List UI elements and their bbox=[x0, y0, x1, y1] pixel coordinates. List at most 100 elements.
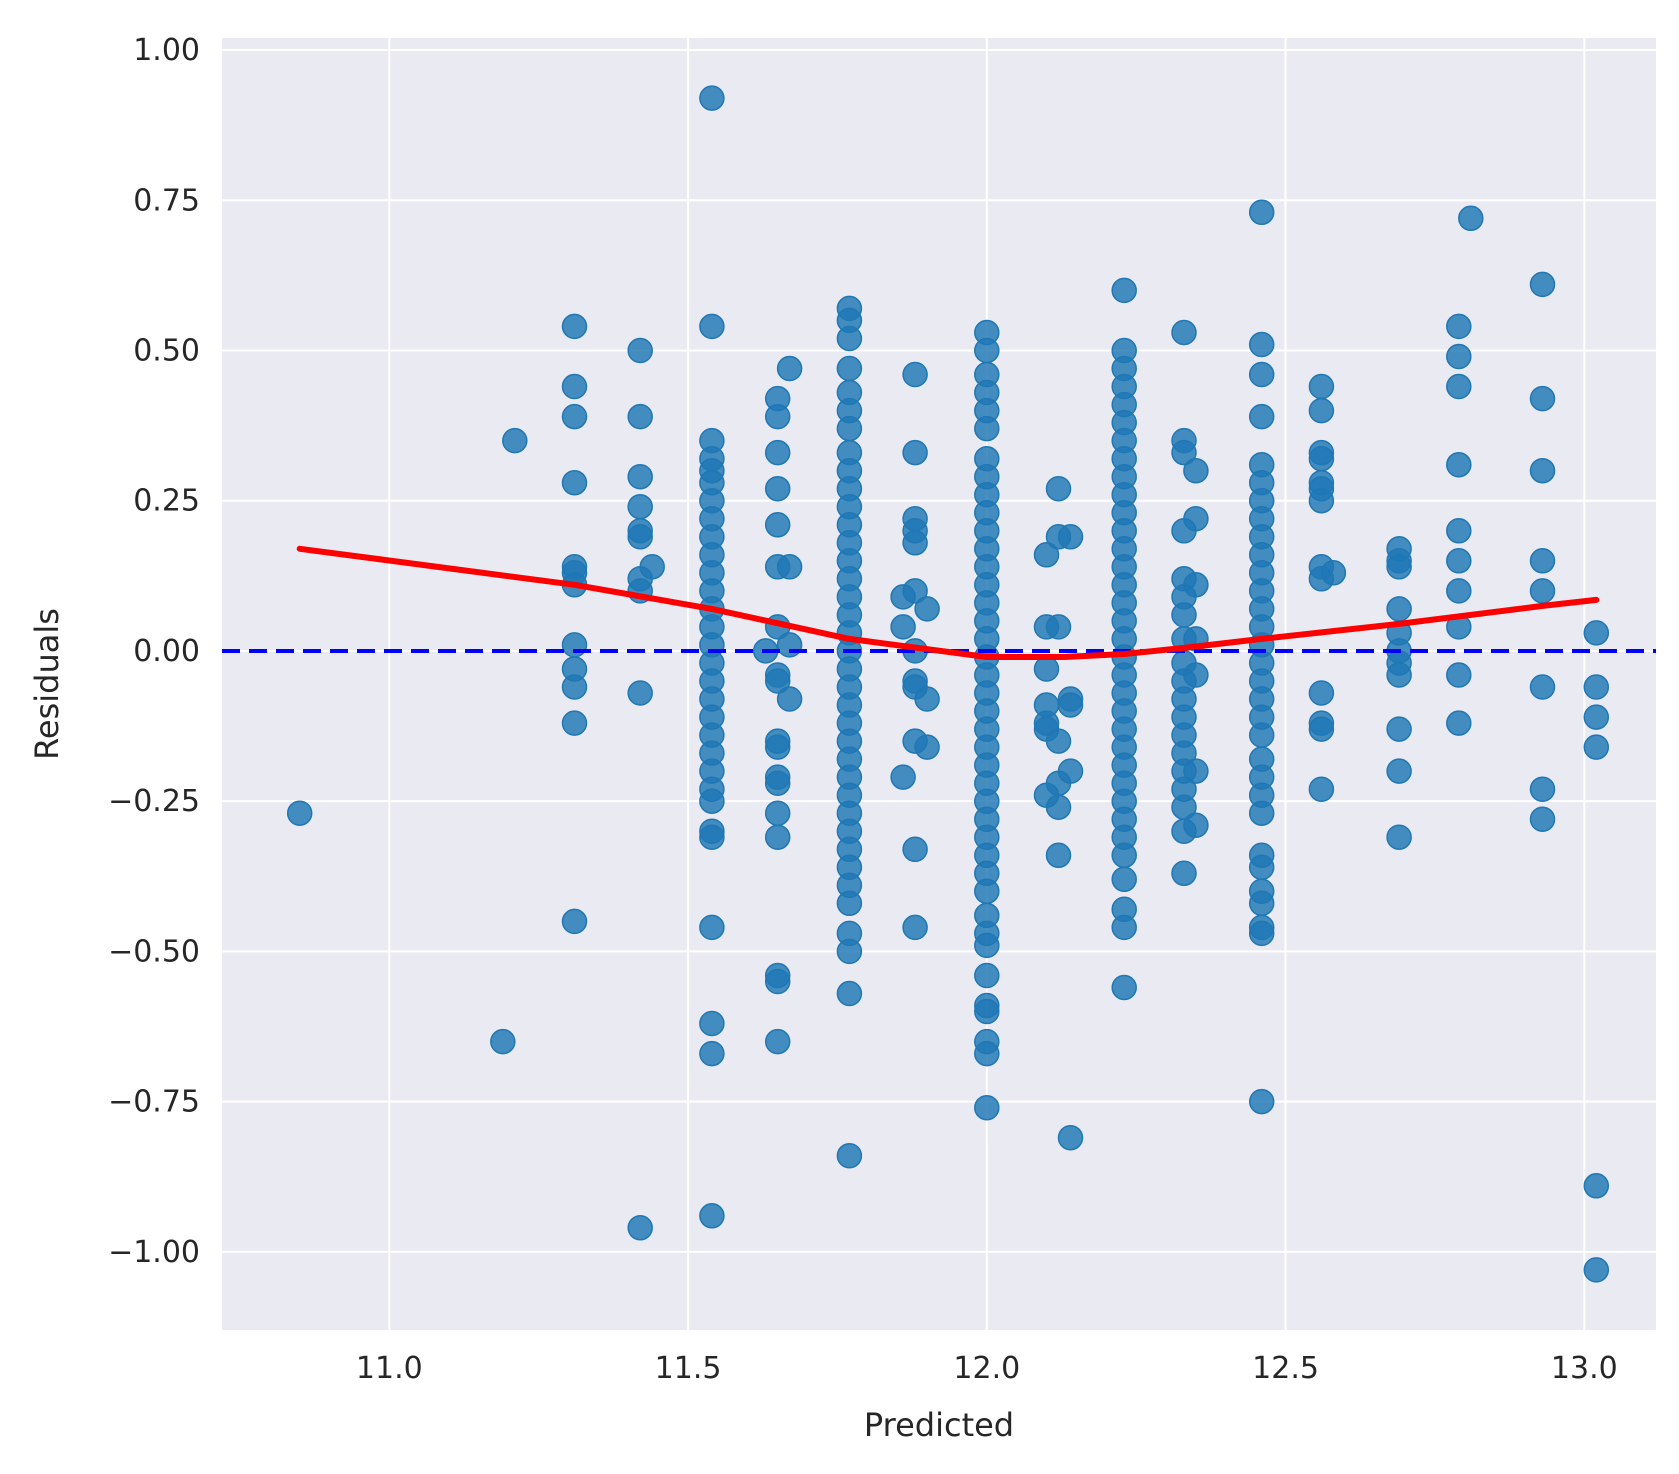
x-tick-labels: 11.0 11.5 12.0 12.5 13.0 bbox=[356, 1351, 1618, 1386]
data-point bbox=[1446, 373, 1472, 400]
data-point bbox=[1111, 974, 1137, 1001]
data-point bbox=[764, 512, 791, 538]
data-point bbox=[699, 1203, 725, 1229]
y-tick-labels: 1.00 0.75 0.50 0.25 0.00 −0.25 −0.50 −0.75 −1.00 bbox=[108, 33, 200, 1270]
data-point bbox=[776, 686, 803, 712]
data-point bbox=[902, 530, 928, 556]
data-point bbox=[1183, 758, 1209, 784]
data-point bbox=[699, 788, 725, 814]
data-point bbox=[1248, 800, 1275, 826]
data-point bbox=[902, 439, 928, 466]
data-point bbox=[1386, 596, 1412, 622]
data-point bbox=[699, 1040, 725, 1067]
data-point bbox=[974, 932, 1000, 959]
data-point bbox=[286, 800, 313, 826]
data-point bbox=[1248, 403, 1275, 430]
data-point bbox=[1529, 578, 1556, 604]
data-point bbox=[836, 890, 863, 917]
data-point bbox=[1111, 277, 1137, 304]
data-point bbox=[764, 475, 791, 502]
data-point bbox=[1171, 602, 1197, 628]
data-point bbox=[1529, 776, 1556, 802]
data-point bbox=[764, 770, 791, 796]
data-point bbox=[1386, 824, 1412, 850]
data-point bbox=[627, 680, 653, 706]
data-point bbox=[914, 686, 940, 712]
data-point bbox=[1057, 524, 1084, 550]
data-point bbox=[1248, 1088, 1275, 1115]
y-tick-label: −1.00 bbox=[108, 1235, 200, 1270]
data-point bbox=[974, 415, 1000, 442]
data-point bbox=[836, 938, 863, 965]
data-point bbox=[1386, 716, 1412, 742]
data-point bbox=[764, 668, 791, 694]
data-point bbox=[914, 596, 940, 622]
data-point bbox=[627, 463, 653, 490]
data-point bbox=[974, 962, 1000, 989]
data-point bbox=[561, 403, 588, 430]
data-point bbox=[1183, 572, 1209, 598]
scatter-points bbox=[286, 85, 1610, 1283]
data-point bbox=[1386, 662, 1412, 688]
data-point bbox=[1183, 662, 1209, 688]
x-axis-label: Predicted bbox=[864, 1406, 1014, 1444]
x-tick-label: 11.5 bbox=[655, 1351, 722, 1386]
data-point bbox=[890, 764, 916, 790]
y-axis-label: Residuals bbox=[28, 608, 66, 760]
data-point bbox=[1111, 914, 1137, 941]
data-point bbox=[1386, 758, 1412, 784]
data-point bbox=[1248, 890, 1275, 917]
data-point bbox=[1308, 776, 1335, 802]
data-point bbox=[1529, 385, 1556, 412]
data-point bbox=[1446, 451, 1472, 478]
data-point bbox=[1529, 548, 1556, 574]
data-point bbox=[764, 403, 791, 430]
data-point bbox=[1248, 854, 1275, 881]
data-point bbox=[776, 632, 803, 658]
data-point bbox=[776, 355, 803, 382]
data-point bbox=[627, 524, 653, 550]
data-point bbox=[974, 998, 1000, 1025]
data-point bbox=[902, 361, 928, 388]
data-point bbox=[561, 710, 588, 736]
data-point bbox=[1583, 734, 1610, 760]
data-point bbox=[902, 578, 928, 604]
data-point bbox=[1529, 457, 1556, 484]
data-point bbox=[1446, 578, 1472, 604]
data-point bbox=[1583, 620, 1610, 646]
y-tick-label: −0.50 bbox=[108, 934, 200, 969]
data-point bbox=[1057, 692, 1084, 718]
data-point bbox=[502, 427, 528, 454]
data-point bbox=[1033, 656, 1060, 682]
data-point bbox=[1308, 373, 1335, 400]
data-point bbox=[1045, 794, 1072, 820]
data-point bbox=[699, 85, 725, 111]
data-point bbox=[1183, 812, 1209, 838]
data-point bbox=[627, 1215, 653, 1241]
data-point bbox=[1529, 674, 1556, 700]
data-point bbox=[1446, 518, 1472, 544]
data-point bbox=[627, 493, 653, 520]
data-point bbox=[1171, 439, 1197, 466]
data-point bbox=[699, 313, 725, 340]
data-point bbox=[490, 1028, 516, 1055]
lowess-trend-line bbox=[296, 545, 1600, 660]
data-point bbox=[1248, 722, 1275, 748]
x-tick-label: 12.0 bbox=[953, 1351, 1020, 1386]
data-point bbox=[974, 878, 1000, 905]
data-point bbox=[1111, 842, 1137, 869]
data-point bbox=[1248, 361, 1275, 388]
data-point bbox=[1529, 271, 1556, 298]
data-point bbox=[639, 554, 665, 580]
x-tick-label: 13.0 bbox=[1551, 1351, 1618, 1386]
data-point bbox=[1446, 343, 1472, 370]
data-point bbox=[764, 439, 791, 466]
data-point bbox=[764, 968, 791, 995]
data-point bbox=[902, 836, 928, 863]
data-point bbox=[561, 469, 588, 496]
data-point bbox=[699, 824, 725, 850]
data-point bbox=[699, 1010, 725, 1037]
data-point bbox=[1057, 1124, 1084, 1151]
data-point bbox=[699, 914, 725, 941]
